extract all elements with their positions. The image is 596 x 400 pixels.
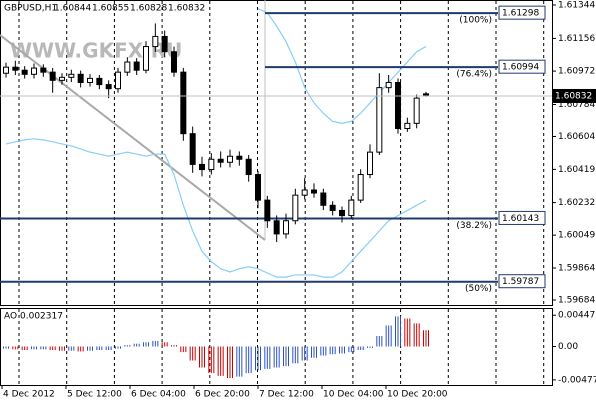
fib-price-box <box>498 5 546 20</box>
candle-body <box>21 69 28 75</box>
candle-body <box>273 220 280 235</box>
y-tick-label: 1.60232 <box>558 198 595 208</box>
candle-body <box>245 158 252 176</box>
fib-percent: (100%) <box>459 16 492 26</box>
y-tick-label: 1.59864 <box>558 264 595 274</box>
fib-price: 1.61298 <box>502 9 539 19</box>
ao-tick-label: -0.00477 <box>558 375 596 385</box>
x-tick-label: 10 Dec 20:00 <box>387 390 448 400</box>
header-ohlc: 1.60844 <box>54 4 91 14</box>
x-tick-label: 4 Dec 2012 <box>3 390 55 400</box>
candle-body <box>255 174 261 201</box>
candle-body <box>68 73 75 78</box>
indicator-name: AO <box>4 312 17 322</box>
candle-body <box>31 67 37 75</box>
candle-body <box>385 81 392 89</box>
candle-body <box>199 163 205 171</box>
header-ohlc: 1.60855 <box>92 4 129 14</box>
candle-body <box>59 76 65 81</box>
candle-body <box>171 51 177 73</box>
candle-body <box>404 122 411 130</box>
candle-body <box>357 174 364 201</box>
candle-body <box>217 158 224 163</box>
fib-percent: (38.2%) <box>456 221 492 231</box>
x-tick-label: 6 Dec 04:00 <box>131 390 186 400</box>
candle-body <box>143 46 149 71</box>
y-tick-label: 1.61344 <box>558 0 595 10</box>
y-tick-label: 1.60972 <box>558 67 595 77</box>
candle-body <box>264 199 271 222</box>
fib-price-box <box>498 59 546 74</box>
indicator-value: 0.002317 <box>20 312 63 322</box>
candle-body <box>320 192 327 206</box>
band-line <box>257 8 427 124</box>
candle-body <box>395 81 401 130</box>
candle-body <box>348 199 355 217</box>
band-line <box>5 138 427 278</box>
y-tick-label: 1.60784 <box>558 100 595 110</box>
y-tick-label: 1.60419 <box>558 165 595 175</box>
symbol: GBPUSD,H1 <box>4 4 57 14</box>
ao-tick-label: 0.00 <box>558 342 578 352</box>
y-tick-label: 1.60049 <box>558 231 595 241</box>
candle-body <box>77 73 84 83</box>
fib-price: 1.60143 <box>502 214 539 224</box>
current-price-box <box>552 88 596 103</box>
candle-body <box>105 84 112 90</box>
candle-body <box>376 87 383 153</box>
candle-body <box>115 71 121 90</box>
fib-price: 1.60994 <box>502 63 539 73</box>
candle-body <box>189 133 196 165</box>
candle-body <box>301 189 308 196</box>
candle-body <box>292 194 299 222</box>
candle-body <box>367 151 373 176</box>
candle-body <box>339 209 345 217</box>
header-ohlc: 1.60832 <box>168 4 205 14</box>
candle-body <box>227 155 233 163</box>
x-tick-label: 7 Dec 12:00 <box>259 390 314 400</box>
x-tick-label: 10 Dec 04:00 <box>323 390 384 400</box>
candle-body <box>133 61 140 71</box>
candle-body <box>208 158 215 171</box>
candle-body <box>283 220 289 235</box>
header-ohlc: 1.60828 <box>130 4 167 14</box>
y-tick-label: 1.61156 <box>558 34 595 44</box>
candle-body <box>40 67 47 73</box>
y-tick-label: 1.60604 <box>558 132 595 142</box>
candle-body <box>3 66 9 74</box>
candle-body <box>49 71 56 81</box>
fib-price-box <box>498 210 546 225</box>
candle-body <box>87 77 93 83</box>
candle-body <box>161 35 168 53</box>
candle-body <box>329 204 336 211</box>
fib-price: 1.59787 <box>502 277 539 287</box>
current-price: 1.60832 <box>555 91 592 101</box>
fib-percent: (76.4%) <box>456 70 492 80</box>
ao-tick-label: 0.00447 <box>558 311 595 321</box>
fib-price-box <box>498 274 546 289</box>
x-tick-label: 5 Dec 12:00 <box>67 390 122 400</box>
candle-body <box>413 97 420 124</box>
candle-body <box>12 66 19 71</box>
candle-body <box>124 61 131 73</box>
y-tick-label: 1.59684 <box>558 296 595 306</box>
candle-body <box>152 35 159 48</box>
fib-percent: (50%) <box>465 284 492 294</box>
x-tick-label: 6 Dec 20:00 <box>195 390 250 400</box>
candle-body <box>96 77 103 86</box>
candle-body <box>236 155 243 160</box>
candle-body <box>311 189 317 194</box>
candle-body <box>180 71 187 135</box>
